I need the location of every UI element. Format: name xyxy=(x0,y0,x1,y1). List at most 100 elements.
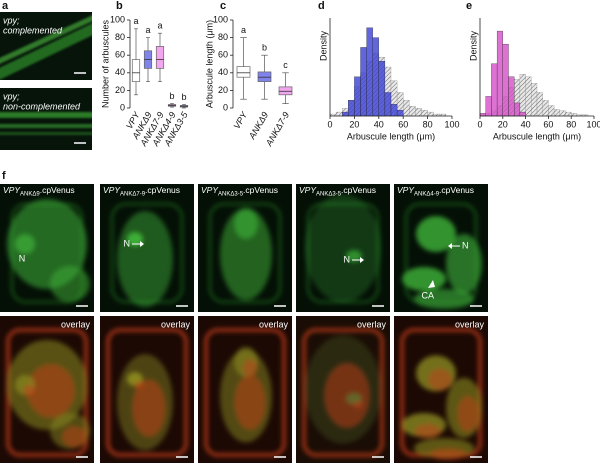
overlay-micrograph xyxy=(0,316,94,463)
group-letter: b xyxy=(169,91,174,101)
y-axis-label: Number of arbuscules xyxy=(100,19,110,108)
arrowhead xyxy=(360,257,364,263)
overlay-red xyxy=(242,358,258,377)
title-suffix: .cpVenus xyxy=(145,185,180,195)
title-sub: ANKΔ3-5 xyxy=(316,191,342,197)
image-caption: non-complemented xyxy=(3,101,81,111)
panel-label: c xyxy=(220,0,226,12)
histogram-bar xyxy=(390,104,398,117)
micrograph xyxy=(0,184,94,312)
group-letter: b xyxy=(262,43,267,53)
title-suffix: .cpVenus xyxy=(40,185,75,195)
image-caption: vpy; xyxy=(3,91,20,101)
y-tick-label: 20 xyxy=(218,85,228,95)
fluorescence xyxy=(446,234,482,294)
histogram-bar xyxy=(360,47,367,117)
title-suffix: .cpVenus xyxy=(243,185,278,195)
box xyxy=(236,66,251,78)
histogram-bar xyxy=(496,30,503,117)
title-suffix: .cpVenus xyxy=(439,185,474,195)
histogram-bar xyxy=(531,83,538,117)
title-main: VPY xyxy=(103,185,121,195)
histogram-bar xyxy=(519,74,526,117)
histogram-bar xyxy=(502,43,509,117)
overlay-signal xyxy=(106,328,188,457)
x-tick-label: 20 xyxy=(498,119,508,129)
histogram-bar xyxy=(421,109,428,117)
histogram-bar xyxy=(378,60,386,117)
overlay-signal xyxy=(302,328,384,457)
overlay-label: overlay xyxy=(357,319,387,329)
x-tick-label: 20 xyxy=(349,119,359,129)
histogram-bar xyxy=(348,100,355,117)
y-tick-label: 40 xyxy=(115,67,125,77)
micrograph-signal xyxy=(209,203,281,303)
title-sub: ANKΔ7-9 xyxy=(120,191,146,197)
x-tick-label: 80 xyxy=(423,119,433,129)
fluorescence xyxy=(414,289,474,309)
micrograph xyxy=(296,184,390,312)
x-axis-label: Arbuscule length (μm) xyxy=(347,131,435,141)
image-title: VPYANKΔ3-5.cpVenus xyxy=(299,185,376,197)
panel-label: b xyxy=(116,0,123,12)
micrograph-signal xyxy=(111,203,183,307)
x-axis-label: Arbuscule length (μm) xyxy=(493,131,581,141)
panel-label: f xyxy=(2,170,6,182)
box xyxy=(131,59,141,82)
overlay-micrograph xyxy=(100,316,194,463)
cell-wall xyxy=(106,328,188,457)
fluorescence xyxy=(305,194,381,302)
image-caption: vpy; xyxy=(3,15,20,25)
cell-outline xyxy=(111,203,183,303)
overlay-red xyxy=(132,379,166,437)
overlay-red xyxy=(62,426,86,448)
overlay-red xyxy=(430,448,466,461)
micrograph-signal xyxy=(7,199,90,303)
y-tick-label: 100 xyxy=(213,14,228,24)
x-tick-label: 80 xyxy=(566,119,576,129)
histogram-bar xyxy=(409,106,416,117)
overlay-red xyxy=(353,401,363,409)
x-tick-label: 100 xyxy=(586,119,600,129)
category-label: VPY xyxy=(232,109,250,130)
group-letter: a xyxy=(157,21,162,31)
fluorescence xyxy=(402,267,446,291)
overlay-signal xyxy=(204,328,286,457)
overlay-red xyxy=(134,380,144,390)
arrowhead xyxy=(140,241,144,247)
image-title: VPYANKΔ7-9.cpVenus xyxy=(103,185,180,197)
overlay-red xyxy=(27,363,75,418)
x-tick-label: 100 xyxy=(444,119,459,129)
title-suffix: .cpVenus xyxy=(341,185,376,195)
micrograph xyxy=(394,184,488,312)
image-title: VPYANKΔ3-5.cpVenus xyxy=(201,185,278,197)
group-letter: a xyxy=(133,16,138,26)
overlay-red xyxy=(23,384,35,397)
histogram-bar xyxy=(335,111,343,117)
overlay-signal xyxy=(400,328,482,461)
y-tick-label: 80 xyxy=(218,32,228,42)
histogram-bar xyxy=(372,37,379,117)
overlay-red xyxy=(428,368,452,391)
cell-outline xyxy=(405,203,477,303)
fluorescence xyxy=(117,211,173,307)
overlay-label: overlay xyxy=(455,319,485,329)
y-tick-label: 0 xyxy=(223,102,228,112)
micrograph-signal xyxy=(402,203,482,309)
cell-outline xyxy=(307,203,379,303)
y-tick-label: 60 xyxy=(218,50,228,60)
micrograph xyxy=(100,184,194,312)
histogram-bar xyxy=(508,76,515,117)
histogram-bar xyxy=(525,76,532,117)
overlay-micrograph xyxy=(198,316,292,463)
y-axis-label: Arbuscule length (μm) xyxy=(204,20,214,108)
fluorescence xyxy=(220,208,272,300)
overlay-red xyxy=(414,423,442,439)
histogram-bar xyxy=(536,92,543,117)
title-main: VPY xyxy=(299,185,317,195)
image-title: VPYANKΔ4-9.cpVenus xyxy=(397,185,474,197)
histogram-bar xyxy=(384,92,392,117)
x-tick-label: 60 xyxy=(543,119,553,129)
overlay-label: overlay xyxy=(161,319,191,329)
